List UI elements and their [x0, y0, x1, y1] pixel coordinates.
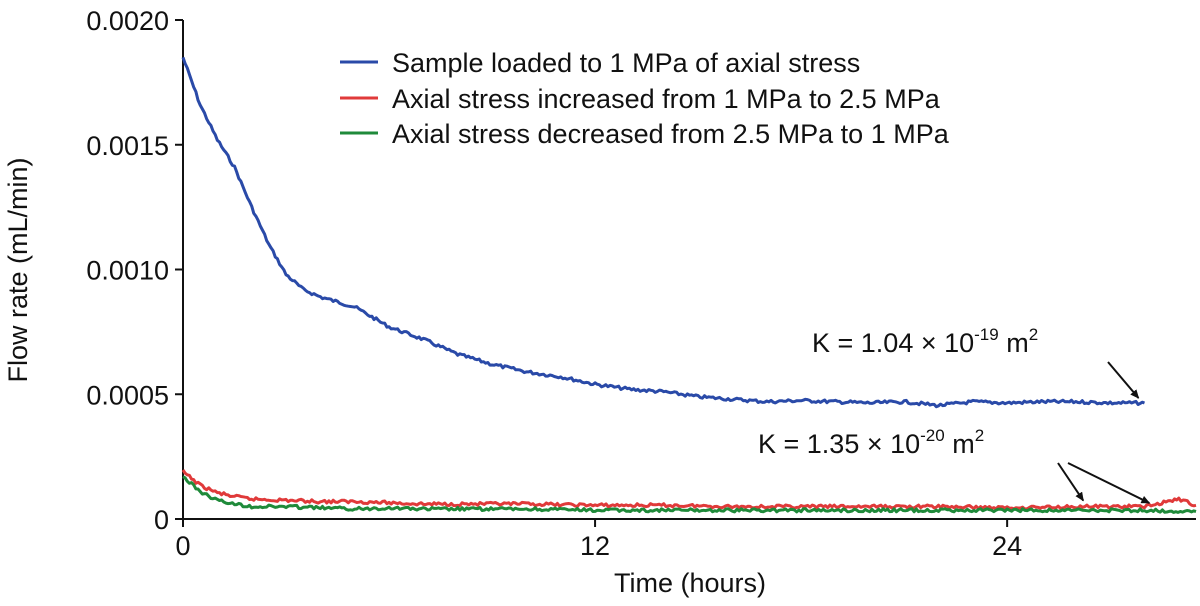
annotation-red-green: K = 1.35 × 10-20 m2: [758, 426, 1151, 504]
y-axis-title: Flow rate (mL/min): [3, 157, 33, 382]
annotation-rg-unit: m: [945, 429, 975, 459]
legend: Sample loaded to 1 MPa of axial stress A…: [340, 48, 950, 149]
x-tick-label-1: 12: [580, 531, 610, 561]
annotation-blue-arrow: [1107, 361, 1140, 399]
y-tick-label-0: 0: [154, 505, 169, 535]
series-line-0: [181, 56, 1146, 409]
x-axis-title: Time (hours): [614, 568, 766, 598]
y-tick-label-2: 0.0010: [86, 256, 169, 286]
legend-label-0: Sample loaded to 1 MPa of axial stress: [392, 48, 860, 78]
annotation-blue-exp: -19: [974, 325, 999, 344]
annotation-rg-arrow-2: [1067, 462, 1151, 504]
svg-text:K = 1.04 × 10-19 m2: K = 1.04 × 10-19 m2: [812, 325, 1038, 358]
x-tick-label-2: 24: [992, 531, 1022, 561]
series-line-1: [181, 469, 1197, 511]
axis-ticks: 0 0.0005 0.0010 0.0015 0.0020 0 12 24: [86, 6, 1022, 561]
y-tick-label-3: 0.0015: [86, 131, 169, 161]
annotation-blue-unit: m: [999, 328, 1029, 358]
annotation-blue: K = 1.04 × 10-19 m2: [812, 325, 1140, 399]
annotation-rg-base: K = 1.35 × 10: [758, 429, 920, 459]
y-tick-label-4: 0.0020: [86, 6, 169, 36]
annotation-rg-arrow-1: [1057, 462, 1085, 502]
legend-label-2: Axial stress decreased from 2.5 MPa to 1…: [392, 119, 950, 149]
series-line-2: [182, 475, 1197, 514]
annotation-blue-base: K = 1.04 × 10: [812, 328, 974, 358]
y-tick-label-1: 0.0005: [86, 380, 169, 410]
svg-text:K = 1.35 × 10-20 m2: K = 1.35 × 10-20 m2: [758, 426, 984, 459]
data-series: [181, 56, 1197, 514]
annotation-rg-exp: -20: [920, 426, 945, 445]
annotation-rg-unit-exp: 2: [975, 426, 984, 445]
annotation-blue-unit-exp: 2: [1029, 325, 1038, 344]
x-tick-label-0: 0: [175, 531, 190, 561]
legend-label-1: Axial stress increased from 1 MPa to 2.5…: [392, 84, 941, 114]
